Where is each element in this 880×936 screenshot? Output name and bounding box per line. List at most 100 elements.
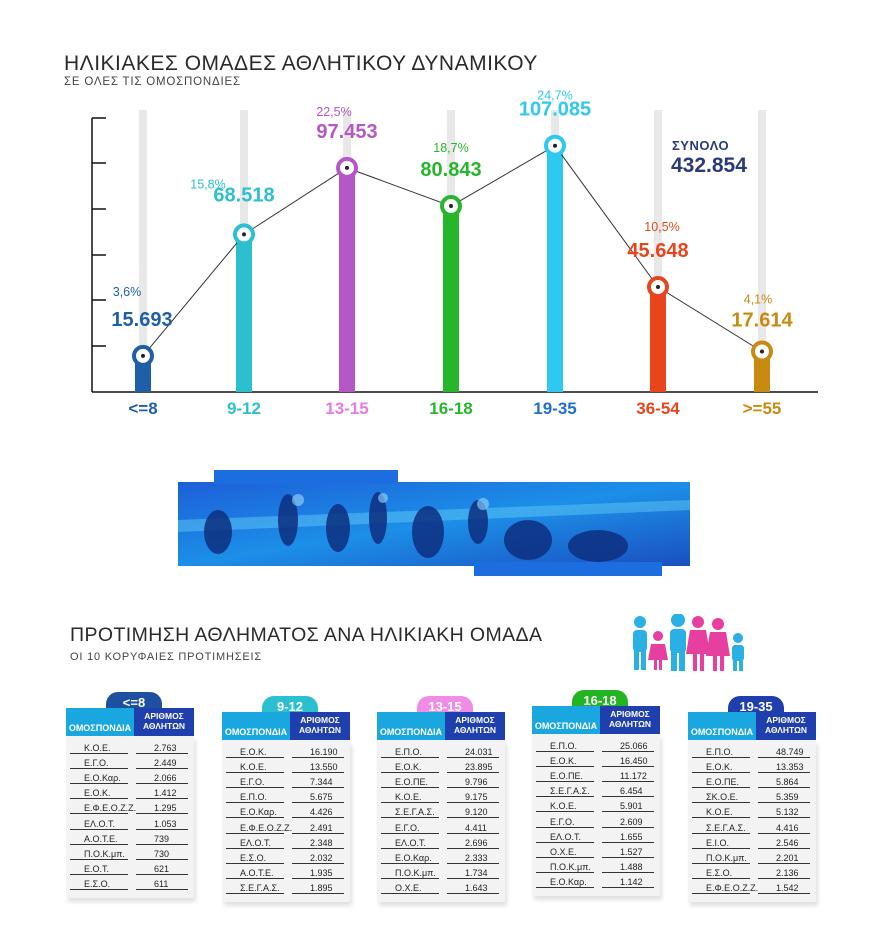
column-header-federation: ΟΜΟΣΠΟΝΔΙΑ — [377, 712, 445, 740]
table-row: Ε.Ο.ΠΕ. 11.172 — [532, 768, 660, 783]
percent-label: 3,6% — [113, 285, 142, 299]
swimmers-photo — [178, 470, 690, 576]
value-label: 17.614 — [731, 309, 793, 331]
federation-cell: Π.Ο.Κ.μπ. — [381, 867, 439, 880]
category-label: 13-15 — [325, 399, 368, 418]
federation-cell: Α.Ο.Τ.Ε. — [70, 833, 128, 845]
category-label: 36-54 — [636, 399, 680, 418]
federation-cell: Ε.Σ.Ο. — [70, 878, 128, 891]
column-header-athletes: ΑΡΙΘΜΟΣ ΑΘΛΗΤΩΝ — [134, 708, 194, 736]
federation-cell: Ε.Π.Ο. — [536, 740, 594, 752]
table-row: Π.Ο.Κ.μπ. 1.734 — [377, 866, 505, 881]
section2-subtitle: ΟΙ 10 ΚΟΡΥΦΑΙΕΣ ΠΡΟΤΙΜΗΣΕΙΣ — [70, 651, 262, 663]
table-row: Ε.Π.Ο. 48.749 — [688, 744, 816, 759]
athletes-cell: 6.454 — [602, 785, 654, 798]
table-row: Ε.Γ.Ο. 7.344 — [222, 774, 350, 789]
table-row: Ε.Ο.Κ. 16.450 — [532, 753, 660, 768]
column-header-athletes: ΑΡΙΘΜΟΣ ΑΘΛΗΤΩΝ — [600, 706, 660, 734]
athletes-cell: 5.675 — [292, 791, 344, 804]
table-row: Ε.Φ.Ε.Ο.Ζ.Ζ. 1.542 — [688, 881, 816, 896]
federation-cell: Ε.Φ.Ε.Ο.Ζ.Ζ. — [70, 802, 136, 815]
table-body: Ε.Π.Ο. 24.031 Ε.Ο.Κ. 23.895 Ε.Ο.ΠΕ. 9.796 Κ.Ο.… — [377, 740, 505, 902]
section2-title: ΠΡΟΤΙΜΗΣΗ ΑΘΛΗΜΑΤΟΣ ΑΝΑ ΗΛΙΚΙΑΚΗ ΟΜΑΔΑ — [70, 624, 543, 646]
column-header-federation: ΟΜΟΣΠΟΝΔΙΑ — [688, 712, 756, 740]
federation-cell: Ε.Φ.Ε.Ο.Ζ.Ζ. — [692, 882, 758, 895]
athletes-cell: 611 — [136, 878, 188, 891]
athletes-cell: 4.411 — [447, 822, 499, 834]
table-header: ΟΜΟΣΠΟΝΔΙΑ ΑΡΙΘΜΟΣ ΑΘΛΗΤΩΝ — [66, 708, 194, 736]
table-row: ΣΚ.Ο.Ε. 5.359 — [688, 790, 816, 805]
point-dot — [656, 285, 660, 290]
athletes-cell: 4.426 — [292, 806, 344, 819]
column-header-athletes: ΑΡΙΘΜΟΣ ΑΘΛΗΤΩΝ — [290, 712, 350, 740]
table-row: Π.Ο.Κ.μπ. 730 — [66, 846, 194, 861]
athletes-cell: 2.491 — [292, 822, 344, 834]
bar-36-54 — [650, 287, 666, 392]
federation-cell: Σ.Ε.Γ.Α.Σ. — [536, 785, 594, 798]
people-icon — [633, 614, 744, 671]
federation-cell: Ε.Γ.Ο. — [226, 776, 284, 788]
federation-cell: Α.Ο.Τ.Ε. — [226, 867, 284, 880]
athletes-cell: 9.120 — [447, 806, 499, 819]
federation-cell: ΕΛ.Ο.Τ. — [536, 831, 594, 843]
point-dot — [760, 349, 764, 354]
federation-cell: Π.Ο.Κ.μπ. — [70, 848, 128, 860]
athletes-cell: 13.550 — [292, 761, 344, 773]
athletes-cell: 1.053 — [136, 818, 188, 830]
table-row: Κ.Ο.Ε. 13.550 — [222, 759, 350, 774]
table-row: Ε.Ο.Τ. 621 — [66, 862, 194, 877]
federation-cell: Ε.Φ.Ε.Ο.Ζ.Ζ. — [226, 822, 292, 834]
federation-cell: Ε.Ο.Καρ. — [70, 772, 128, 784]
table-row: ΕΛ.Ο.Τ. 1.053 — [66, 816, 194, 831]
federation-cell: Π.Ο.Κ.μπ. — [536, 861, 594, 874]
category-label: 16-18 — [429, 399, 472, 418]
table-header: ΟΜΟΣΠΟΝΔΙΑ ΑΡΙΘΜΟΣ ΑΘΛΗΤΩΝ — [532, 706, 660, 734]
point-dot — [449, 204, 453, 209]
federation-cell: Ε.Π.Ο. — [692, 746, 750, 758]
table-row: Ε.Σ.Ο. 2.136 — [688, 866, 816, 881]
athletes-cell: 1.734 — [447, 867, 499, 880]
federation-cell: Ε.Π.Ο. — [226, 791, 284, 804]
table-body: Ε.Ο.Κ. 16.190 Κ.Ο.Ε. 13.550 Ε.Γ.Ο. 7.344 Ε.Π.Ο… — [222, 740, 350, 902]
federation-cell: Π.Ο.Κ.μπ. — [692, 852, 750, 864]
athletes-cell: 2.546 — [758, 837, 810, 849]
table-row: ΕΛ.Ο.Τ. 2.348 — [222, 835, 350, 850]
column-track — [758, 110, 766, 392]
column-track — [139, 110, 147, 392]
federation-cell: Ε.Ο.ΠΕ. — [692, 776, 750, 788]
athletes-cell: 1.935 — [292, 867, 344, 880]
table-row: Ε.Φ.Ε.Ο.Ζ.Ζ. 2.491 — [222, 820, 350, 835]
athletes-cell: 2.696 — [447, 837, 499, 849]
table-header: ΟΜΟΣΠΟΝΔΙΑ ΑΡΙΘΜΟΣ ΑΘΛΗΤΩΝ — [222, 712, 350, 740]
table-row: Ο.Χ.Ε. 1.527 — [532, 844, 660, 859]
athletes-cell: 1.895 — [292, 882, 344, 895]
column-header-federation: ΟΜΟΣΠΟΝΔΙΑ — [532, 706, 600, 734]
athletes-cell: 2.136 — [758, 867, 810, 880]
athletes-cell: 2.763 — [136, 742, 188, 754]
federation-cell: Ε.Ι.Ο. — [692, 837, 750, 849]
athletes-cell: 621 — [136, 863, 188, 876]
federation-cell: Ε.Ο.Καρ. — [381, 852, 439, 864]
athletes-cell: 24.031 — [447, 746, 499, 758]
federation-cell: ΣΚ.Ο.Ε. — [692, 791, 750, 804]
value-label: 107.085 — [519, 99, 591, 121]
athletes-cell: 16.450 — [602, 755, 654, 767]
table-row: Ε.Ο.Κ. 16.190 — [222, 744, 350, 759]
value-label: 80.843 — [420, 159, 481, 181]
federation-cell: Ο.Χ.Ε. — [381, 882, 439, 895]
point-dot — [242, 232, 246, 237]
athletes-cell: 2.609 — [602, 816, 654, 828]
athletes-cell: 5.864 — [758, 776, 810, 788]
column-header-athletes: ΑΡΙΘΜΟΣ ΑΘΛΗΤΩΝ — [756, 712, 816, 740]
table-body: Ε.Π.Ο. 48.749 Ε.Ο.Κ. 13.353 Ε.Ο.ΠΕ. 5.864 ΣΚ.Ο… — [688, 740, 816, 902]
column-header-federation: ΟΜΟΣΠΟΝΔΙΑ — [66, 708, 134, 736]
federation-cell: Ε.Ο.Κ. — [381, 761, 439, 773]
bar-16-18 — [443, 206, 459, 392]
athletes-cell: 1.655 — [602, 831, 654, 843]
federation-cell: Ε.Ο.Κ. — [692, 761, 750, 773]
federation-cell: Σ.Ε.Γ.Α.Σ. — [692, 822, 750, 834]
chart-title: ΗΛΙΚΙΑΚΕΣ ΟΜΑΔΕΣ ΑΘΛΗΤΙΚΟΥ ΔΥΝΑΜΙΚΟΥ — [64, 52, 538, 75]
table-row: Ε.Σ.Ο. 611 — [66, 877, 194, 892]
federation-cell: ΕΛ.Ο.Τ. — [70, 818, 128, 830]
bar-13-15 — [339, 167, 355, 392]
